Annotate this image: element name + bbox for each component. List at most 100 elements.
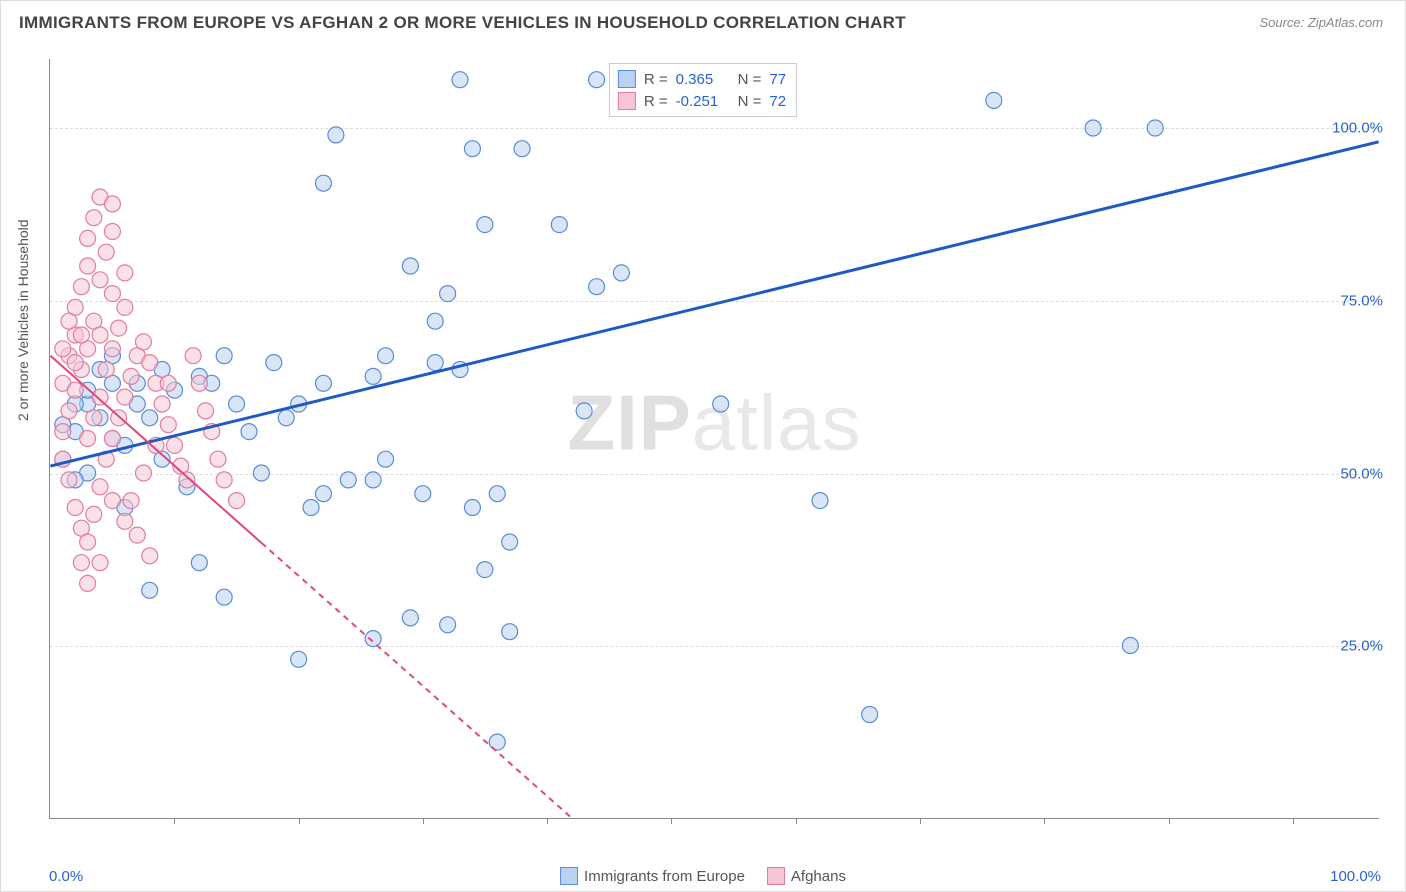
scatter-point	[464, 500, 480, 516]
x-tick	[671, 818, 672, 824]
scatter-point	[86, 506, 102, 522]
x-tick	[1169, 818, 1170, 824]
scatter-point	[154, 396, 170, 412]
legend-swatch	[618, 70, 636, 88]
scatter-point	[253, 465, 269, 481]
scatter-point	[365, 631, 381, 647]
scatter-point	[129, 527, 145, 543]
scatter-point	[92, 272, 108, 288]
scatter-point	[198, 403, 214, 419]
chart-container: IMMIGRANTS FROM EUROPE VS AFGHAN 2 OR MO…	[0, 0, 1406, 892]
scatter-point	[589, 279, 605, 295]
scatter-point	[315, 375, 331, 391]
scatter-point	[92, 479, 108, 495]
scatter-point	[365, 472, 381, 488]
scatter-point	[104, 431, 120, 447]
scatter-point	[502, 534, 518, 550]
legend-stats-row: R =0.365N =77	[618, 68, 786, 90]
scatter-point	[291, 396, 307, 412]
scatter-point	[229, 493, 245, 509]
x-tick	[547, 818, 548, 824]
scatter-point	[464, 141, 480, 157]
legend-stats-row: R =-0.251N =72	[618, 90, 786, 112]
scatter-point	[812, 493, 828, 509]
scatter-point	[117, 265, 133, 281]
scatter-point	[216, 348, 232, 364]
scatter-point	[402, 258, 418, 274]
scatter-point	[92, 327, 108, 343]
stat-r-value: 0.365	[676, 71, 730, 88]
scatter-point	[210, 451, 226, 467]
scatter-point	[315, 486, 331, 502]
scatter-point	[216, 589, 232, 605]
x-axis-right-label: 100.0%	[1330, 868, 1381, 885]
scatter-point	[402, 610, 418, 626]
scatter-point	[986, 92, 1002, 108]
legend-stats-box: R =0.365N =77R =-0.251N =72	[609, 63, 797, 117]
scatter-point	[502, 624, 518, 640]
x-tick	[174, 818, 175, 824]
x-axis-left-label: 0.0%	[49, 868, 83, 885]
scatter-point	[514, 141, 530, 157]
plot-area: ZIPatlas	[49, 59, 1379, 819]
scatter-point	[61, 313, 77, 329]
scatter-point	[489, 734, 505, 750]
scatter-point	[104, 341, 120, 357]
scatter-point	[80, 230, 96, 246]
scatter-point	[1147, 120, 1163, 136]
scatter-point	[415, 486, 431, 502]
scatter-point	[104, 196, 120, 212]
scatter-point	[117, 513, 133, 529]
scatter-point	[229, 396, 245, 412]
chart-title: IMMIGRANTS FROM EUROPE VS AFGHAN 2 OR MO…	[19, 13, 906, 33]
scatter-point	[427, 313, 443, 329]
scatter-point	[73, 555, 89, 571]
scatter-point	[204, 424, 220, 440]
scatter-point	[1085, 120, 1101, 136]
x-tick	[920, 818, 921, 824]
scatter-point	[427, 355, 443, 371]
scatter-point	[86, 210, 102, 226]
scatter-point	[80, 534, 96, 550]
scatter-point	[55, 424, 71, 440]
scatter-point	[104, 493, 120, 509]
stat-r-value: -0.251	[676, 93, 730, 110]
scatter-point	[378, 348, 394, 364]
scatter-point	[98, 451, 114, 467]
scatter-point	[291, 651, 307, 667]
scatter-point	[266, 355, 282, 371]
scatter-point	[73, 327, 89, 343]
legend-label: Immigrants from Europe	[584, 868, 745, 885]
scatter-point	[86, 410, 102, 426]
scatter-point	[303, 500, 319, 516]
scatter-point	[613, 265, 629, 281]
legend-swatch	[560, 867, 578, 885]
x-tick	[1044, 818, 1045, 824]
scatter-point	[440, 617, 456, 633]
scatter-point	[191, 555, 207, 571]
scatter-point	[278, 410, 294, 426]
scatter-point	[117, 389, 133, 405]
stat-n-value: 77	[769, 71, 786, 88]
scatter-point	[55, 451, 71, 467]
scatter-point	[452, 72, 468, 88]
scatter-point	[92, 555, 108, 571]
scatter-point	[111, 410, 127, 426]
scatter-point	[123, 493, 139, 509]
scatter-point	[477, 217, 493, 233]
x-tick	[299, 818, 300, 824]
scatter-point	[135, 465, 151, 481]
scatter-point	[315, 175, 331, 191]
scatter-point	[142, 410, 158, 426]
scatter-point	[185, 348, 201, 364]
stat-n-label: N =	[738, 93, 762, 110]
scatter-point	[489, 486, 505, 502]
scatter-point	[713, 396, 729, 412]
scatter-point	[98, 362, 114, 378]
scatter-point	[167, 437, 183, 453]
scatter-point	[328, 127, 344, 143]
scatter-point	[55, 341, 71, 357]
scatter-point	[216, 472, 232, 488]
scatter-point	[551, 217, 567, 233]
y-axis-label: 2 or more Vehicles in Household	[15, 219, 31, 421]
